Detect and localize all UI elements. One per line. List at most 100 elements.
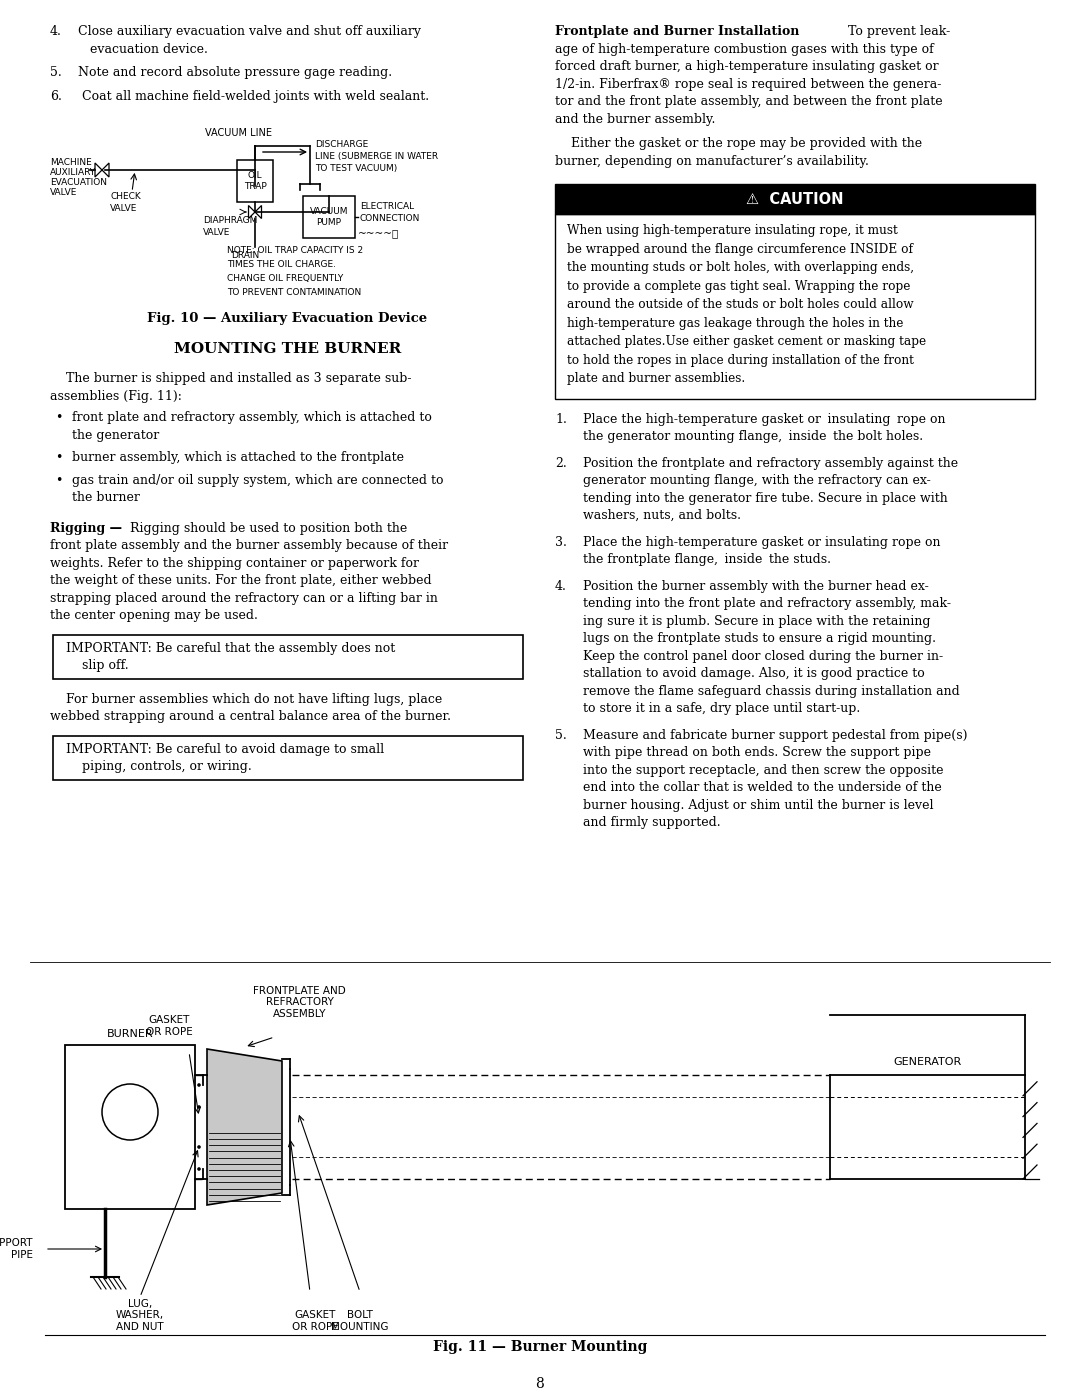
Text: burner, depending on manufacturer’s availability.: burner, depending on manufacturer’s avai… <box>555 155 869 168</box>
Text: CHANGE OIL FREQUENTLY: CHANGE OIL FREQUENTLY <box>227 274 343 284</box>
Text: VALVE: VALVE <box>110 204 137 212</box>
Bar <box>555 184 1035 214</box>
Text: the generator mounting flange,  inside  the bolt holes.: the generator mounting flange, inside th… <box>583 430 923 443</box>
Text: ~~~~⏚: ~~~~⏚ <box>357 228 400 237</box>
Text: GASKET
OR ROPE: GASKET OR ROPE <box>292 1310 338 1331</box>
Text: the generator: the generator <box>72 429 159 441</box>
Text: ing sure it is plumb. Secure in place with the retaining: ing sure it is plumb. Secure in place wi… <box>583 615 931 627</box>
Text: remove the flame safeguard chassis during installation and: remove the flame safeguard chassis durin… <box>583 685 960 697</box>
Text: IMPORTANT: Be careful that the assembly does not: IMPORTANT: Be careful that the assembly … <box>66 641 395 655</box>
Text: tending into the generator fire tube. Secure in place with: tending into the generator fire tube. Se… <box>583 492 948 504</box>
Text: strapping placed around the refractory can or a lifting bar in: strapping placed around the refractory c… <box>50 591 437 605</box>
Text: MOUNTING THE BURNER: MOUNTING THE BURNER <box>174 342 401 356</box>
Text: Measure and fabricate burner support pedestal from pipe(s): Measure and fabricate burner support ped… <box>583 728 968 742</box>
Text: DRAIN: DRAIN <box>231 250 259 260</box>
Text: TO TEST VACUUM): TO TEST VACUUM) <box>315 163 397 173</box>
Text: tending into the front plate and refractory assembly, mak-: tending into the front plate and refract… <box>583 597 951 610</box>
Text: with pipe thread on both ends. Screw the support pipe: with pipe thread on both ends. Screw the… <box>583 746 931 759</box>
Text: the frontplate flange,  inside  the studs.: the frontplate flange, inside the studs. <box>583 553 831 566</box>
Text: plate and burner assemblies.: plate and burner assemblies. <box>567 372 745 386</box>
Bar <box>303 196 355 237</box>
Text: and firmly supported.: and firmly supported. <box>583 816 720 828</box>
Text: washers, nuts, and bolts.: washers, nuts, and bolts. <box>583 509 741 522</box>
Text: lugs on the frontplate studs to ensure a rigid mounting.: lugs on the frontplate studs to ensure a… <box>583 631 936 645</box>
Text: forced draft burner, a high-temperature insulating gasket or: forced draft burner, a high-temperature … <box>555 60 939 73</box>
Text: IMPORTANT: Be careful to avoid damage to small: IMPORTANT: Be careful to avoid damage to… <box>66 742 384 756</box>
Text: DISCHARGE: DISCHARGE <box>315 140 368 149</box>
Text: the burner: the burner <box>72 490 140 504</box>
Text: 3.: 3. <box>555 535 567 549</box>
Text: 4.: 4. <box>555 580 567 592</box>
Text: evacuation device.: evacuation device. <box>78 42 207 56</box>
Text: be wrapped around the flange circumference INSIDE of: be wrapped around the flange circumferen… <box>567 243 913 256</box>
Text: 6.: 6. <box>50 89 62 102</box>
Text: 5.: 5. <box>555 728 567 742</box>
Text: around the outside of the studs or bolt holes could allow: around the outside of the studs or bolt … <box>567 298 914 312</box>
Circle shape <box>198 1105 201 1109</box>
Text: Fig. 10 — Auxiliary Evacuation Device: Fig. 10 — Auxiliary Evacuation Device <box>148 312 428 326</box>
Text: CHECK: CHECK <box>110 191 140 201</box>
Text: Place the high-temperature gasket or  insulating  rope on: Place the high-temperature gasket or ins… <box>583 412 945 426</box>
Text: AUXILIARY: AUXILIARY <box>50 168 96 177</box>
Text: piping, controls, or wiring.: piping, controls, or wiring. <box>66 760 252 773</box>
Text: slip off.: slip off. <box>66 659 129 672</box>
Text: FRONTPLATE AND
REFRACTORY
ASSEMBLY: FRONTPLATE AND REFRACTORY ASSEMBLY <box>253 986 346 1018</box>
Text: tor and the front plate assembly, and between the front plate: tor and the front plate assembly, and be… <box>555 95 943 108</box>
Text: Note and record absolute pressure gage reading.: Note and record absolute pressure gage r… <box>78 66 392 80</box>
Text: the weight of these units. For the front plate, either webbed: the weight of these units. For the front… <box>50 574 432 587</box>
Polygon shape <box>207 1049 282 1206</box>
Text: the center opening may be used.: the center opening may be used. <box>50 609 258 622</box>
Text: CONNECTION: CONNECTION <box>360 214 420 224</box>
Text: VACUUM
PUMP: VACUUM PUMP <box>310 207 348 226</box>
Text: OIL
TRAP: OIL TRAP <box>244 172 267 191</box>
Text: EVACUATION: EVACUATION <box>50 177 107 187</box>
Bar <box>555 214 1035 398</box>
Text: stallation to avoid damage. Also, it is good practice to: stallation to avoid damage. Also, it is … <box>583 666 924 680</box>
Text: Position the frontplate and refractory assembly against the: Position the frontplate and refractory a… <box>583 457 958 469</box>
Text: 8: 8 <box>536 1377 544 1391</box>
Text: Rigging should be used to position both the: Rigging should be used to position both … <box>122 521 407 535</box>
Text: LINE (SUBMERGE IN WATER: LINE (SUBMERGE IN WATER <box>315 152 438 161</box>
Text: ⚠  CAUTION: ⚠ CAUTION <box>746 191 843 207</box>
Text: attached plates.Use either gasket cement or masking tape: attached plates.Use either gasket cement… <box>567 335 927 348</box>
Circle shape <box>198 1146 201 1148</box>
Text: TIMES THE OIL CHARGE.: TIMES THE OIL CHARGE. <box>227 260 336 270</box>
Text: Fig. 11 — Burner Mounting: Fig. 11 — Burner Mounting <box>433 1340 647 1354</box>
Text: NOTE: OIL TRAP CAPACITY IS 2: NOTE: OIL TRAP CAPACITY IS 2 <box>227 246 363 256</box>
Text: Coat all machine field-welded joints with weld sealant.: Coat all machine field-welded joints wit… <box>78 89 429 102</box>
Text: Place the high-temperature gasket or insulating rope on: Place the high-temperature gasket or ins… <box>583 535 941 549</box>
Text: age of high-temperature combustion gases with this type of: age of high-temperature combustion gases… <box>555 42 934 56</box>
Text: high-temperature gas leakage through the holes in the: high-temperature gas leakage through the… <box>567 317 903 330</box>
Text: 1.: 1. <box>555 412 567 426</box>
Text: When using high-temperature insulating rope, it must: When using high-temperature insulating r… <box>567 224 897 237</box>
Text: Keep the control panel door closed during the burner in-: Keep the control panel door closed durin… <box>583 650 943 662</box>
Text: Frontplate and Burner Installation: Frontplate and Burner Installation <box>555 25 799 38</box>
Text: VALVE: VALVE <box>50 189 78 197</box>
Text: BURNER: BURNER <box>107 1030 153 1039</box>
Text: Position the burner assembly with the burner head ex-: Position the burner assembly with the bu… <box>583 580 929 592</box>
Text: to provide a complete gas tight seal. Wrapping the rope: to provide a complete gas tight seal. Wr… <box>567 279 910 292</box>
Bar <box>53 634 523 679</box>
Text: VALVE: VALVE <box>203 228 230 237</box>
Text: Rigging —: Rigging — <box>50 521 122 535</box>
Text: Close auxiliary evacuation valve and shut off auxiliary: Close auxiliary evacuation valve and shu… <box>78 25 421 38</box>
Text: TO PREVENT CONTAMINATION: TO PREVENT CONTAMINATION <box>227 288 361 298</box>
Text: MACHINE: MACHINE <box>50 158 92 168</box>
Text: burner housing. Adjust or shim until the burner is level: burner housing. Adjust or shim until the… <box>583 799 933 812</box>
Text: front plate and refractory assembly, which is attached to: front plate and refractory assembly, whi… <box>72 411 432 425</box>
Text: to hold the ropes in place during installation of the front: to hold the ropes in place during instal… <box>567 353 914 366</box>
Text: into the support receptacle, and then screw the opposite: into the support receptacle, and then sc… <box>583 764 944 777</box>
Text: •: • <box>55 474 63 486</box>
Text: webbed strapping around a central balance area of the burner.: webbed strapping around a central balanc… <box>50 710 451 724</box>
Text: The burner is shipped and installed as 3 separate sub-: The burner is shipped and installed as 3… <box>50 372 411 386</box>
Text: gas train and/or oil supply system, which are connected to: gas train and/or oil supply system, whic… <box>72 474 444 486</box>
Text: and the burner assembly.: and the burner assembly. <box>555 113 715 126</box>
Bar <box>237 161 273 203</box>
Text: •: • <box>55 411 63 425</box>
Text: GENERATOR: GENERATOR <box>893 1058 961 1067</box>
Text: burner assembly, which is attached to the frontplate: burner assembly, which is attached to th… <box>72 451 404 464</box>
Text: generator mounting flange, with the refractory can ex-: generator mounting flange, with the refr… <box>583 474 931 488</box>
Text: 4.: 4. <box>50 25 62 38</box>
Circle shape <box>198 1083 201 1087</box>
Text: weights. Refer to the shipping container or paperwork for: weights. Refer to the shipping container… <box>50 556 419 570</box>
